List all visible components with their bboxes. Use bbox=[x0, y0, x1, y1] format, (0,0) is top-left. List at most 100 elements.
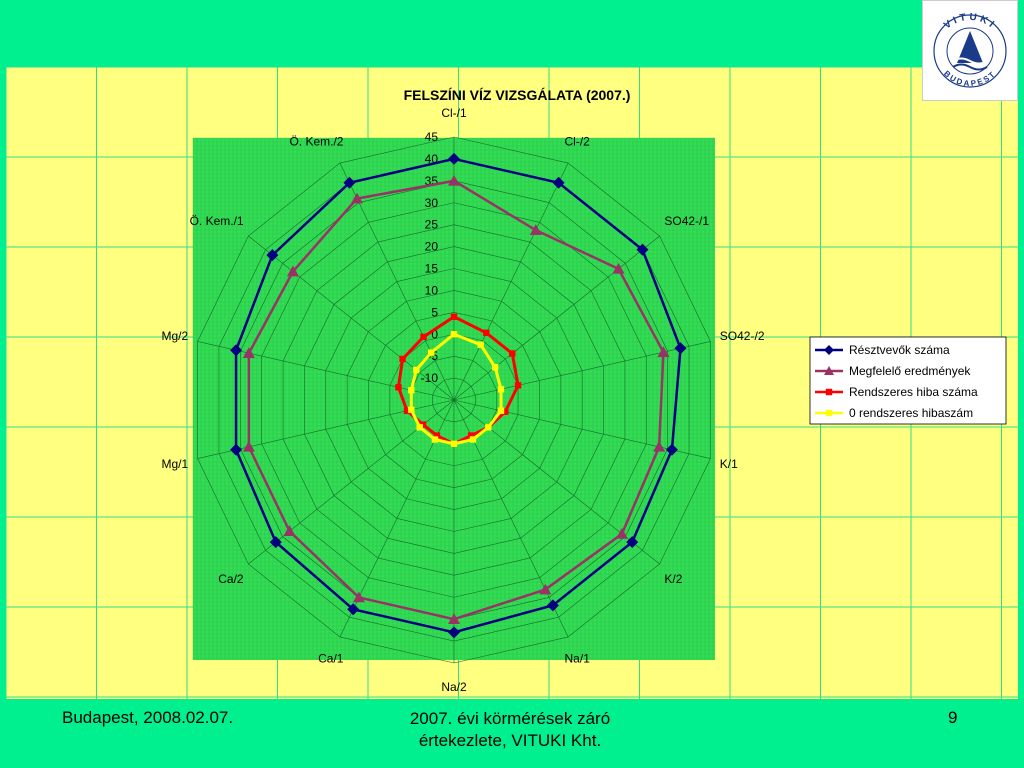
data-point bbox=[427, 349, 435, 356]
vituki-logo: VITUKI BUDAPEST bbox=[922, 0, 1018, 101]
category-label: Ö. Kem./1 bbox=[190, 214, 244, 228]
data-point bbox=[408, 387, 415, 394]
data-point bbox=[529, 224, 542, 235]
category-label: K/2 bbox=[664, 572, 682, 586]
data-point bbox=[448, 613, 460, 624]
data-point bbox=[230, 344, 243, 357]
legend-marker bbox=[825, 409, 833, 417]
category-label: Cl-/1 bbox=[441, 106, 467, 120]
legend-label: Megfelelő eredmények bbox=[849, 364, 971, 378]
data-point bbox=[448, 174, 460, 186]
data-point bbox=[657, 346, 670, 358]
category-label: Na/2 bbox=[441, 680, 467, 694]
data-point bbox=[413, 366, 420, 374]
data-point bbox=[636, 243, 649, 256]
data-point bbox=[615, 527, 628, 539]
legend: Résztvevők száma Megfelelő eredmények Rend… bbox=[809, 336, 1007, 425]
data-point bbox=[242, 440, 255, 452]
category-label: Na/1 bbox=[565, 652, 591, 666]
data-point bbox=[431, 436, 439, 443]
data-point bbox=[502, 408, 509, 415]
data-point bbox=[552, 176, 565, 189]
svg-text:BUDAPEST: BUDAPEST bbox=[942, 69, 998, 88]
data-point bbox=[469, 436, 477, 443]
category-label: Ö. Kem./2 bbox=[289, 134, 343, 148]
data-point bbox=[416, 424, 423, 431]
radar-spoke bbox=[453, 341, 711, 401]
page-number: 9 bbox=[948, 708, 958, 727]
radial-tick-label: 45 bbox=[425, 130, 439, 144]
data-point bbox=[269, 536, 282, 549]
data-point bbox=[343, 176, 356, 189]
data-point bbox=[403, 407, 411, 414]
footer-date: Budapest, 2008.02.07. bbox=[62, 708, 234, 727]
data-point bbox=[674, 342, 687, 355]
radial-tick-label: 20 bbox=[425, 240, 439, 254]
data-point bbox=[408, 406, 415, 413]
legend-label: Résztvevők száma bbox=[849, 343, 950, 357]
radial-tick-label: 10 bbox=[425, 283, 439, 297]
category-label: SO42-/2 bbox=[720, 329, 765, 343]
radial-tick-label: 0 bbox=[431, 327, 438, 341]
radial-tick-label: 15 bbox=[425, 262, 439, 276]
footer-event-line1: 2007. évi körmérések záró bbox=[409, 709, 611, 728]
logo-emblem: VITUKI BUDAPEST bbox=[933, 12, 1007, 88]
data-point bbox=[450, 331, 458, 338]
data-point bbox=[497, 386, 505, 393]
data-point bbox=[352, 591, 365, 603]
series-group bbox=[242, 174, 670, 624]
data-point bbox=[514, 382, 522, 389]
footer-event-line2: értekezlete, VITUKI Kht. bbox=[418, 731, 602, 750]
category-label: SO42-/1 bbox=[664, 214, 709, 228]
data-point bbox=[485, 424, 492, 431]
series-group bbox=[408, 331, 505, 448]
data-point bbox=[450, 440, 458, 448]
radial-tick-label: -10 bbox=[421, 371, 439, 385]
data-point bbox=[242, 347, 255, 358]
series-layer bbox=[230, 152, 687, 639]
data-point bbox=[665, 443, 678, 456]
radial-tick-label: 25 bbox=[425, 218, 439, 232]
data-point bbox=[509, 350, 516, 357]
data-point bbox=[395, 384, 402, 391]
legend-label: Rendszeres hiba száma bbox=[849, 385, 978, 399]
data-point bbox=[230, 443, 243, 456]
data-point bbox=[286, 265, 299, 277]
legend-marker bbox=[824, 345, 834, 355]
radar-spoke bbox=[453, 162, 569, 401]
data-point bbox=[653, 440, 666, 452]
chart-title: FELSZÍNI VÍZ VIZSGÁLATA (2007.) bbox=[404, 87, 631, 103]
data-point bbox=[266, 249, 279, 262]
category-label: Cl-/2 bbox=[565, 134, 591, 148]
data-point bbox=[283, 525, 296, 536]
svg-text:VITUKI: VITUKI bbox=[942, 12, 998, 32]
data-point bbox=[626, 536, 639, 549]
category-label: K/1 bbox=[720, 457, 738, 471]
data-point bbox=[448, 626, 460, 639]
data-point bbox=[419, 421, 427, 428]
category-label: Ca/1 bbox=[318, 652, 344, 666]
legend-label: 0 rendszeres hibaszám bbox=[849, 406, 973, 420]
radar-spoke bbox=[453, 235, 660, 401]
radial-tick-label: 30 bbox=[425, 196, 439, 210]
footer-event: 2007. évi körmérések záró értekezlete, V… bbox=[360, 708, 660, 752]
radial-tick-label: 5 bbox=[431, 305, 438, 319]
legend-box bbox=[809, 336, 1007, 425]
category-label: Ca/2 bbox=[218, 572, 244, 586]
data-point bbox=[467, 432, 475, 439]
data-point bbox=[450, 313, 458, 320]
data-point bbox=[497, 407, 505, 414]
radar-spoke bbox=[248, 235, 455, 401]
legend-marker bbox=[824, 366, 834, 375]
data-point bbox=[483, 329, 490, 337]
radial-tick-label: -5 bbox=[427, 349, 438, 363]
category-label: Mg/1 bbox=[162, 457, 189, 471]
data-point bbox=[477, 341, 484, 348]
data-point bbox=[612, 262, 625, 274]
data-point bbox=[539, 583, 552, 595]
data-point bbox=[351, 192, 364, 204]
data-point bbox=[347, 603, 360, 616]
data-point bbox=[433, 432, 441, 439]
